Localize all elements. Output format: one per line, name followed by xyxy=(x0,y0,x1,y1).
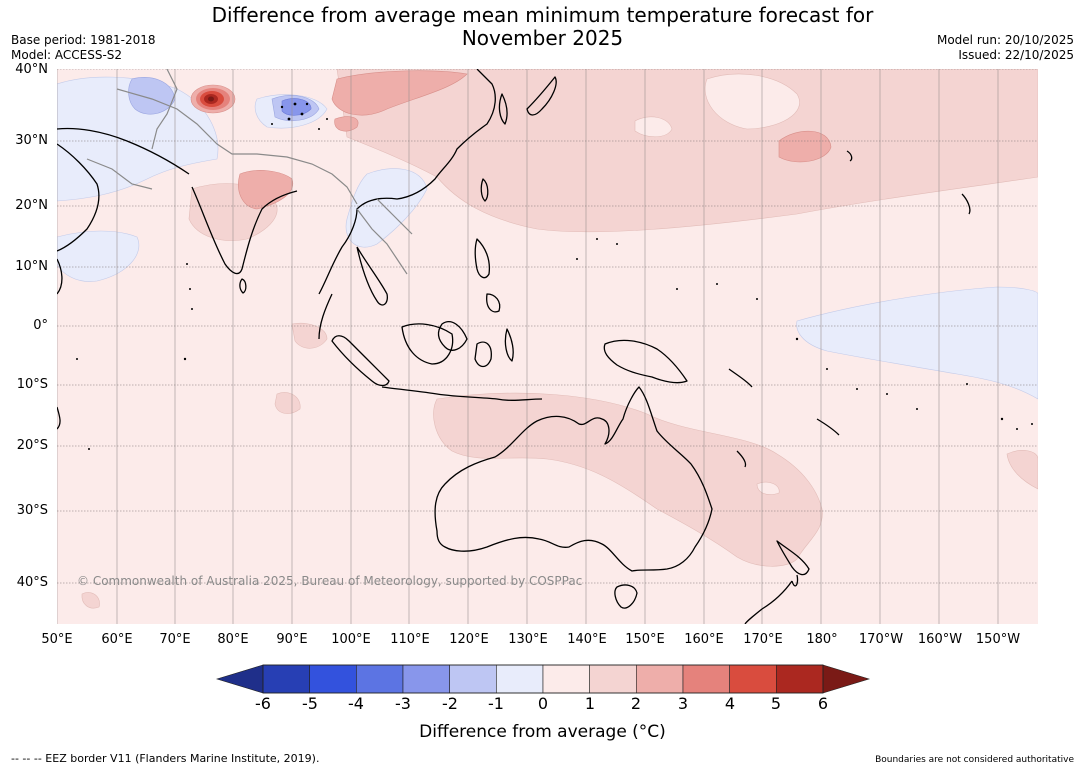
country-borders xyxy=(86,69,413,275)
lon-label-60e: 60°E xyxy=(101,632,133,647)
colorbar-tick: -5 xyxy=(302,694,318,713)
lon-label-150e: 150°E xyxy=(625,632,665,647)
colorbar-cell xyxy=(309,664,357,694)
base-period: Base period: 1981-2018 xyxy=(11,33,156,47)
model-name: Model: ACCESS-S2 xyxy=(11,48,123,62)
lon-label-130e: 130°E xyxy=(508,632,548,647)
lat-label-10s: 10°S xyxy=(16,377,48,392)
colorbar-cell xyxy=(496,664,544,694)
colorbar-extend-high xyxy=(822,664,871,694)
colorbar-tick: -3 xyxy=(395,694,411,713)
small-islands xyxy=(76,102,1033,450)
anomaly-2-to-3 xyxy=(238,70,832,210)
lon-label-160w: 160°W xyxy=(917,632,963,647)
colorbar xyxy=(215,664,871,694)
anomaly-minus1-to-0 xyxy=(57,76,1038,400)
map-canvas xyxy=(57,69,1038,624)
lon-label-80e: 80°E xyxy=(217,632,249,647)
lon-label-150w: 150°W xyxy=(975,632,1021,647)
lon-label-100e: 100°E xyxy=(331,632,371,647)
map-title: Difference from average mean minimum tem… xyxy=(0,4,1085,50)
anomaly-1-to-2 xyxy=(81,69,1038,609)
colorbar-cell xyxy=(356,664,404,694)
colorbar-border xyxy=(262,664,824,694)
colorbar-cell xyxy=(542,664,590,694)
lon-label-180: 180° xyxy=(806,632,838,647)
anomaly-minus3-to-minus2 xyxy=(281,98,312,116)
colorbar-cell xyxy=(449,664,497,694)
lon-label-70e: 70°E xyxy=(159,632,191,647)
colorbar-tick: 1 xyxy=(584,694,596,713)
colorbar-tick: 5 xyxy=(770,694,782,713)
colorbar-tick: 6 xyxy=(817,694,829,713)
colorbar-tick: -1 xyxy=(488,694,504,713)
title-line-2: November 2025 xyxy=(461,26,624,50)
lat-label-10n: 10°N xyxy=(15,259,48,274)
lon-label-50e: 50°E xyxy=(41,632,73,647)
colorbar-cell xyxy=(402,664,450,694)
colorbar-cell xyxy=(776,664,824,694)
coastlines xyxy=(57,69,971,624)
lat-label-20s: 20°S xyxy=(16,438,48,453)
anomaly-hotspot xyxy=(190,84,236,114)
lat-label-30n: 30°N xyxy=(15,133,48,148)
lat-label-40n: 40°N xyxy=(15,62,48,77)
lon-label-160e: 160°E xyxy=(684,632,724,647)
colorbar-tick: 3 xyxy=(677,694,689,713)
colorbar-tick: 4 xyxy=(724,694,736,713)
longitude-gridlines xyxy=(57,69,999,624)
colorbar-cell xyxy=(636,664,684,694)
colorbar-cell xyxy=(729,664,777,694)
colorbar-tick: 2 xyxy=(630,694,642,713)
lon-label-120e: 120°E xyxy=(449,632,489,647)
model-run: Model run: 20/10/2025 xyxy=(936,33,1074,47)
colorbar-tick: -4 xyxy=(348,694,364,713)
colorbar-tick: -2 xyxy=(442,694,458,713)
lat-label-30s: 30°S xyxy=(16,503,48,518)
colorbar-cell xyxy=(682,664,730,694)
boundaries-disclaimer: Boundaries are not considered authoritat… xyxy=(875,755,1074,765)
copyright-notice: © Commonwealth of Australia 2025, Bureau… xyxy=(77,574,583,588)
anomaly-near-zero-patches xyxy=(634,73,800,495)
lon-label-140e: 140°E xyxy=(567,632,607,647)
model-info: Base period: 1981-2018 Model: ACCESS-S2 xyxy=(11,33,156,63)
colorbar-cell xyxy=(262,664,310,694)
title-line-1: Difference from average mean minimum tem… xyxy=(211,3,874,27)
lon-label-170e: 170°E xyxy=(743,632,783,647)
lon-label-170w: 170°W xyxy=(858,632,904,647)
lat-label-40s: 40°S xyxy=(16,575,48,590)
issued-date: Issued: 22/10/2025 xyxy=(958,48,1074,62)
colorbar-extend-low xyxy=(215,664,264,694)
lat-label-20n: 20°N xyxy=(15,198,48,213)
colorbar-tick: 0 xyxy=(537,694,549,713)
colorbar-label: Difference from average (°C) xyxy=(419,722,666,742)
colorbar-tick: -6 xyxy=(255,694,271,713)
forecast-map xyxy=(57,69,1038,624)
colorbar-cell xyxy=(589,664,637,694)
lat-label-equator: 0° xyxy=(33,318,48,333)
eez-border-note: -- -- -- EEZ border V11 (Flanders Marine… xyxy=(11,752,320,765)
run-info: Model run: 20/10/2025 Issued: 22/10/2025 xyxy=(937,33,1074,63)
lon-label-110e: 110°E xyxy=(390,632,430,647)
lon-label-90e: 90°E xyxy=(276,632,308,647)
